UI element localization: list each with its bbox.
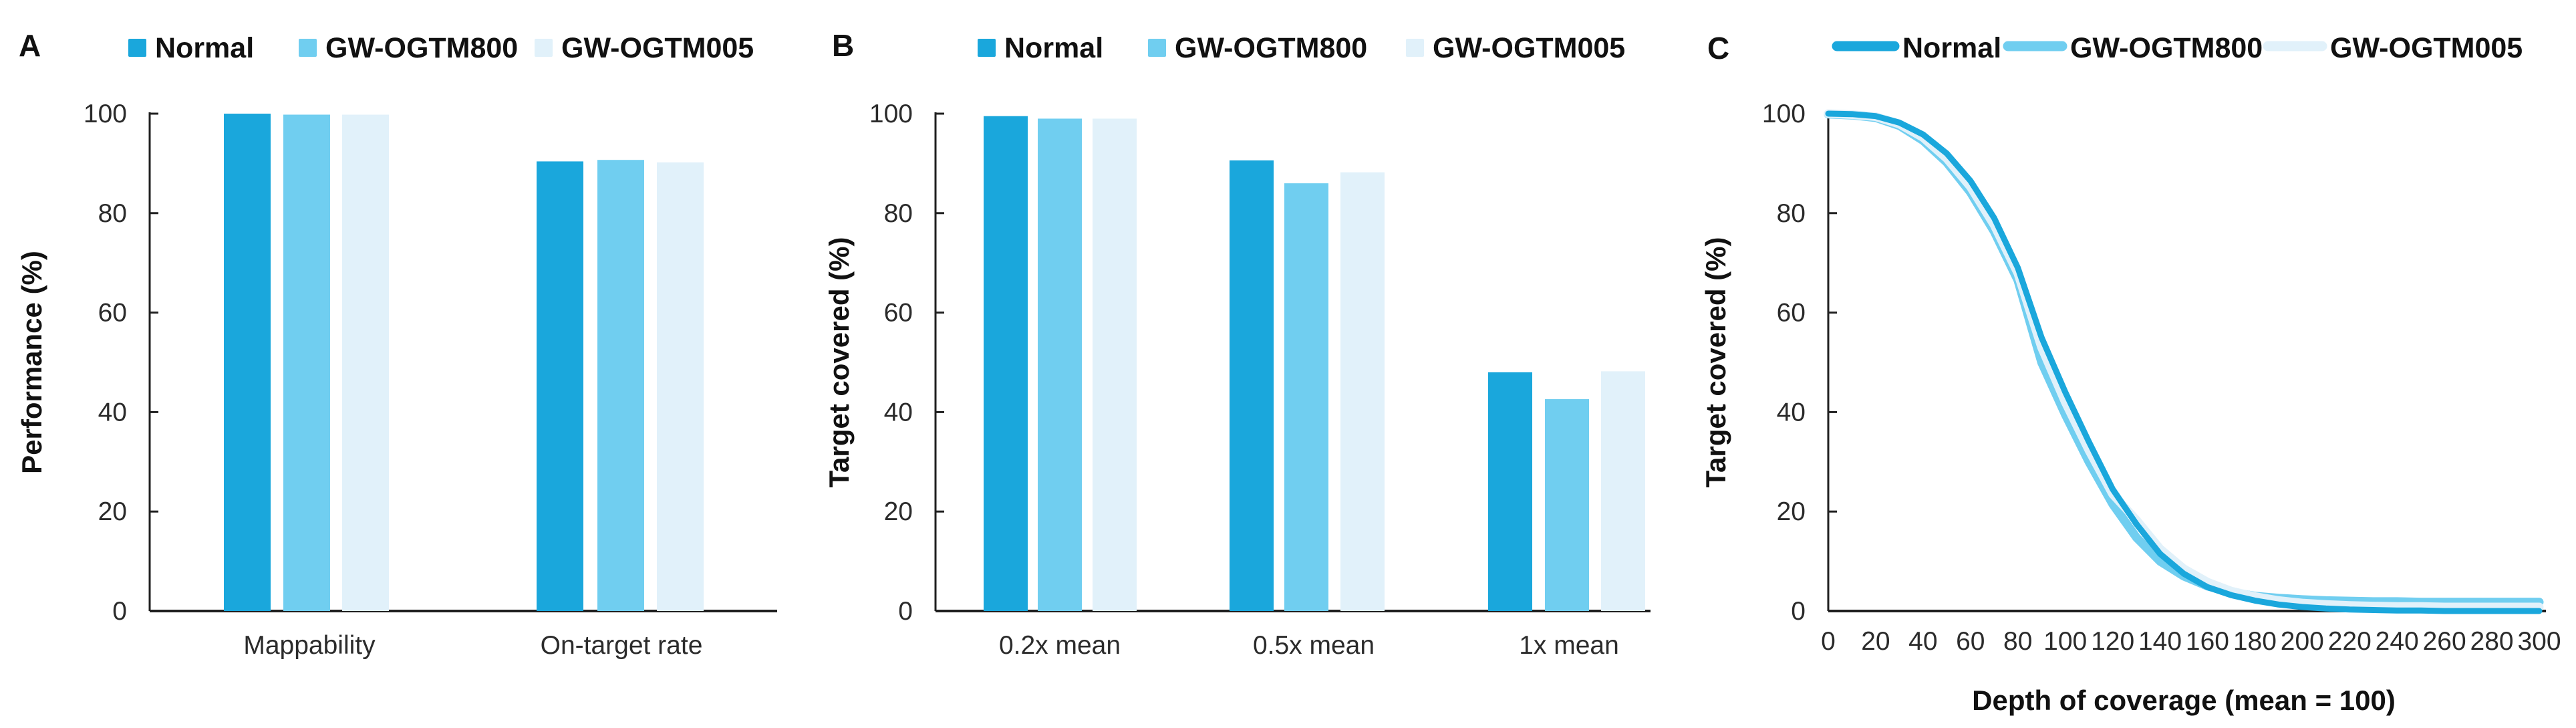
bar-normal bbox=[984, 116, 1028, 612]
x-axis-title: Depth of coverage (mean = 100) bbox=[1972, 685, 2396, 716]
x-tick-label: 40 bbox=[1908, 627, 1937, 656]
y-tick-label: 0 bbox=[1791, 597, 1806, 626]
panel-letter: C bbox=[1707, 31, 1729, 66]
y-tick-label: 60 bbox=[1777, 299, 1806, 328]
legend-label-normal: Normal bbox=[1004, 32, 1103, 64]
y-tick-label: 0 bbox=[112, 597, 127, 626]
bar-normal bbox=[1488, 372, 1532, 611]
curve-normal bbox=[1825, 110, 2543, 614]
y-tick-label: 60 bbox=[98, 299, 127, 328]
panel-letter: A bbox=[19, 28, 41, 63]
x-tick-label: 200 bbox=[2281, 627, 2324, 656]
x-category-label: On-target rate bbox=[541, 631, 703, 660]
bar-ogtm800 bbox=[597, 160, 644, 611]
y-tick-label: 20 bbox=[1777, 497, 1806, 526]
curve-ogtm800 bbox=[1824, 110, 2544, 607]
y-tick-label: 100 bbox=[869, 100, 913, 128]
y-tick-label: 80 bbox=[884, 199, 913, 228]
legend-label-ogtm005: GW-OGTM005 bbox=[2330, 32, 2523, 64]
x-tick-label: 260 bbox=[2423, 627, 2466, 656]
x-tick-label: 280 bbox=[2470, 627, 2514, 656]
y-tick-label: 80 bbox=[1777, 199, 1806, 228]
y-axis-title: Performance (%) bbox=[16, 251, 47, 474]
legend-label-ogtm800: GW-OGTM800 bbox=[1175, 32, 1367, 64]
x-tick-label: 0 bbox=[1821, 627, 1836, 656]
y-tick-label: 40 bbox=[1777, 398, 1806, 427]
legend-swatch-normal-icon bbox=[128, 39, 146, 57]
y-tick-label: 80 bbox=[98, 199, 127, 228]
legend-swatch-ogtm005-icon bbox=[535, 39, 553, 57]
panel-a-bar-chart: A Normal GW-OGTM800 GW-OGTM005 0 20 40 60 80 100 P… bbox=[16, 28, 777, 660]
legend-label-ogtm005: GW-OGTM005 bbox=[1433, 32, 1625, 64]
y-tick-label: 20 bbox=[884, 497, 913, 526]
x-tick-label: 160 bbox=[2186, 627, 2229, 656]
x-tick-label: 20 bbox=[1861, 627, 1890, 656]
y-tick-label: 60 bbox=[884, 299, 913, 328]
x-tick-label: 140 bbox=[2138, 627, 2182, 656]
y-tick-label: 0 bbox=[898, 597, 913, 626]
panel-b-bar-chart: B Normal GW-OGTM800 GW-OGTM005 0 20 40 60 80 100 T… bbox=[829, 28, 1651, 660]
x-tick-label: 60 bbox=[1956, 627, 1985, 656]
bar-ogtm800 bbox=[1284, 183, 1328, 611]
bar-normal bbox=[537, 161, 583, 611]
bar-ogtm005 bbox=[1093, 118, 1137, 611]
legend-swatch-ogtm800-icon bbox=[1148, 39, 1166, 57]
y-tick-label: 40 bbox=[98, 398, 127, 427]
curve-ogtm005 bbox=[1824, 109, 2544, 612]
bar-ogtm005 bbox=[342, 114, 389, 611]
x-category-label: Mappability bbox=[243, 631, 376, 660]
x-tick-label: 120 bbox=[2091, 627, 2134, 656]
y-tick-label: 100 bbox=[1762, 100, 1806, 128]
y-axis-title: Target covered (%) bbox=[829, 237, 855, 488]
y-tick-label: 40 bbox=[884, 398, 913, 427]
x-category-label: 0.5x mean bbox=[1253, 631, 1375, 660]
bar-normal bbox=[224, 114, 271, 611]
bar-ogtm005 bbox=[1601, 371, 1645, 611]
legend-swatch-normal-icon bbox=[978, 39, 996, 57]
y-axis-title: Target covered (%) bbox=[1700, 237, 1731, 488]
panel-letter: B bbox=[832, 28, 854, 63]
x-tick-label: 300 bbox=[2517, 627, 2561, 656]
bar-ogtm800 bbox=[1545, 399, 1589, 611]
legend-swatch-ogtm005-icon bbox=[1406, 39, 1424, 57]
x-tick-label: 180 bbox=[2233, 627, 2277, 656]
legend-label-normal: Normal bbox=[155, 32, 254, 64]
legend-label-ogtm800: GW-OGTM800 bbox=[2070, 32, 2263, 64]
legend-label-normal: Normal bbox=[1902, 32, 2001, 64]
bar-ogtm005 bbox=[1340, 172, 1385, 611]
legend-label-ogtm005: GW-OGTM005 bbox=[561, 32, 754, 64]
bar-ogtm800 bbox=[283, 114, 330, 611]
legend-swatch-ogtm800-icon bbox=[299, 39, 317, 57]
x-tick-label: 220 bbox=[2328, 627, 2372, 656]
panel-c-line-chart: C Normal GW-OGTM800 GW-OGTM005 0 20 40 60 80 100 T… bbox=[1700, 31, 2561, 716]
x-tick-label: 100 bbox=[2043, 627, 2087, 656]
bar-ogtm005 bbox=[657, 162, 704, 612]
x-category-label: 0.2x mean bbox=[999, 631, 1121, 660]
bar-ogtm800 bbox=[1038, 118, 1082, 611]
x-tick-label: 80 bbox=[2003, 627, 2032, 656]
y-tick-label: 100 bbox=[84, 100, 127, 128]
y-tick-label: 20 bbox=[98, 497, 127, 526]
bar-normal bbox=[1230, 160, 1274, 611]
legend-label-ogtm800: GW-OGTM800 bbox=[325, 32, 518, 64]
x-tick-label: 240 bbox=[2376, 627, 2419, 656]
x-category-label: 1x mean bbox=[1519, 631, 1619, 660]
